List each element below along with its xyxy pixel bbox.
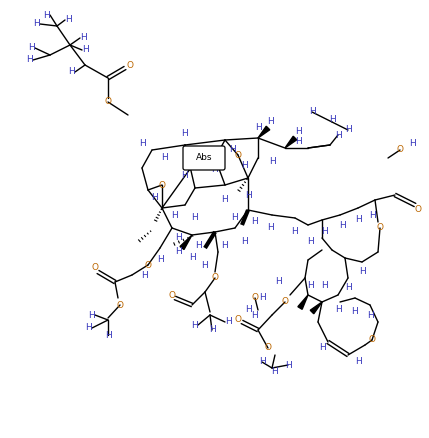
Text: H: H [202, 261, 208, 269]
Text: H: H [307, 237, 313, 247]
Text: H: H [344, 283, 351, 293]
Text: H: H [175, 247, 181, 257]
Text: H: H [192, 213, 198, 223]
Text: H: H [151, 194, 158, 202]
Text: H: H [232, 213, 239, 223]
Text: O: O [235, 315, 242, 325]
FancyBboxPatch shape [183, 146, 225, 170]
Text: H: H [222, 195, 228, 205]
Text: O: O [158, 180, 166, 190]
Text: H: H [352, 307, 358, 317]
Polygon shape [298, 295, 308, 309]
Text: H: H [355, 357, 361, 367]
Text: H: H [259, 293, 266, 303]
Text: H: H [80, 33, 87, 42]
Text: O: O [369, 336, 375, 345]
Text: H: H [269, 158, 275, 166]
Text: O: O [396, 145, 404, 155]
Text: H: H [295, 127, 302, 137]
Text: O: O [211, 273, 218, 283]
Text: O: O [377, 223, 384, 233]
Text: H: H [26, 56, 33, 64]
Text: H: H [225, 318, 232, 326]
Text: H: H [344, 126, 351, 134]
Text: O: O [105, 98, 112, 106]
Text: H: H [222, 240, 228, 250]
Text: O: O [414, 205, 422, 215]
Text: H: H [267, 117, 273, 127]
Text: O: O [235, 151, 242, 159]
Text: H: H [139, 138, 145, 148]
Text: H: H [369, 211, 375, 219]
Text: H: H [252, 311, 258, 319]
Text: H: H [275, 278, 281, 286]
Text: H: H [172, 211, 178, 219]
Polygon shape [180, 235, 192, 250]
Text: O: O [265, 343, 272, 353]
Text: O: O [169, 290, 175, 300]
Text: H: H [319, 343, 325, 353]
Text: O: O [251, 293, 259, 303]
Polygon shape [285, 136, 297, 148]
Text: H: H [292, 227, 299, 237]
Polygon shape [258, 126, 270, 138]
Text: H: H [245, 191, 251, 199]
Text: H: H [242, 160, 248, 170]
Text: H: H [367, 311, 373, 319]
Text: H: H [322, 227, 328, 237]
Text: H: H [308, 107, 315, 117]
Text: H: H [202, 151, 208, 159]
Text: H: H [229, 145, 236, 155]
Text: H: H [355, 215, 361, 225]
Text: H: H [267, 223, 273, 233]
Text: H: H [242, 237, 248, 247]
Text: H: H [284, 360, 291, 370]
Text: H: H [307, 280, 313, 290]
Text: H: H [211, 166, 218, 174]
Text: H: H [208, 325, 215, 335]
Text: O: O [127, 60, 133, 70]
Text: O: O [91, 264, 99, 272]
Text: H: H [189, 254, 195, 262]
Text: H: H [245, 305, 251, 314]
Text: H: H [28, 43, 35, 53]
Text: H: H [82, 46, 89, 54]
Text: H: H [181, 170, 188, 180]
Text: H: H [142, 271, 148, 279]
Text: Abs: Abs [196, 153, 212, 162]
Polygon shape [310, 302, 322, 314]
Text: O: O [281, 297, 288, 307]
Text: H: H [181, 128, 188, 138]
Text: H: H [409, 138, 415, 148]
Text: O: O [117, 300, 124, 310]
Text: H: H [191, 321, 198, 329]
Text: H: H [195, 240, 201, 250]
Text: H: H [88, 311, 95, 319]
Text: H: H [252, 218, 258, 226]
Text: H: H [162, 153, 168, 162]
Text: O: O [145, 261, 151, 269]
Text: H: H [157, 255, 163, 265]
Text: H: H [295, 138, 302, 146]
Text: H: H [105, 331, 112, 339]
Text: H: H [68, 67, 75, 77]
Text: H: H [359, 268, 366, 276]
Text: H: H [329, 116, 335, 124]
Text: H: H [43, 11, 50, 20]
Text: H: H [272, 367, 278, 377]
Text: H: H [335, 305, 341, 314]
Text: H: H [259, 357, 266, 367]
Text: H: H [335, 131, 341, 139]
Text: H: H [338, 220, 345, 230]
Text: H: H [85, 324, 92, 332]
Text: H: H [33, 20, 40, 28]
Text: H: H [255, 124, 261, 133]
Text: H: H [175, 233, 181, 243]
Text: H: H [322, 280, 328, 290]
Text: H: H [65, 15, 72, 25]
